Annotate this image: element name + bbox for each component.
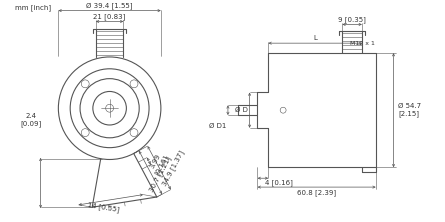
Text: 4 [0.16]: 4 [0.16] — [265, 179, 293, 186]
Text: 34.9 [1.37]: 34.9 [1.37] — [161, 149, 185, 187]
Text: L: L — [313, 35, 317, 41]
Text: M12 x 1: M12 x 1 — [350, 41, 374, 46]
Text: 30.7 [1.21]: 30.7 [1.21] — [148, 156, 173, 193]
Text: Ø D1: Ø D1 — [209, 123, 226, 129]
Text: Ø D: Ø D — [235, 107, 247, 113]
Text: 14 [0.55]: 14 [0.55] — [87, 202, 119, 214]
Text: 21 [0.83]: 21 [0.83] — [93, 13, 126, 20]
Text: 60.8 [2.39]: 60.8 [2.39] — [297, 190, 336, 196]
Text: mm [inch]: mm [inch] — [15, 4, 51, 11]
Text: 9 [0.35]: 9 [0.35] — [338, 16, 366, 23]
Text: Ø 39.4 [1.55]: Ø 39.4 [1.55] — [86, 2, 133, 9]
Text: 3.99
[0.16]: 3.99 [0.16] — [148, 151, 170, 176]
Text: Ø 54.7
[2.15]: Ø 54.7 [2.15] — [398, 103, 421, 117]
Text: 2.4
[0.09]: 2.4 [0.09] — [20, 113, 41, 127]
